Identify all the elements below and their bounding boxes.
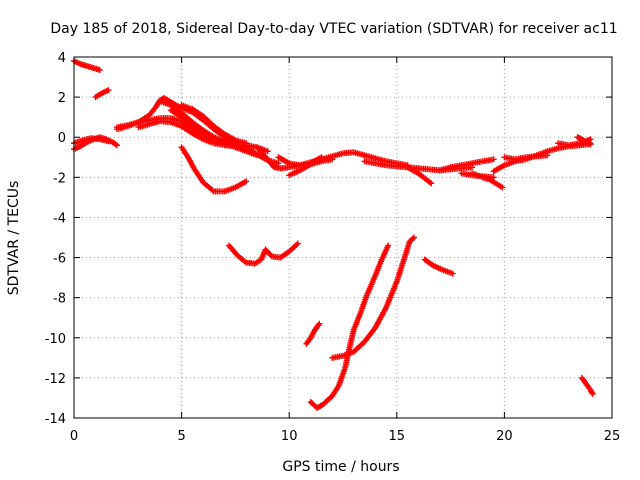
y-tick-label: -10 [45,332,66,347]
data-points [178,102,250,147]
series-arc-21 [421,256,456,277]
plot-frame [73,56,613,419]
data-points [303,320,323,347]
x-tick-label: 0 [70,429,78,444]
data-points [578,374,596,397]
y-tick-label: -12 [45,372,66,387]
y-tick-label: -14 [45,412,66,427]
series-arc-17 [307,242,392,411]
x-tick-label: 10 [281,429,298,444]
x-tick-label: 25 [604,429,621,444]
series-arc-09 [167,107,260,159]
data-points [178,144,250,195]
data-points [501,152,551,163]
data-points [92,87,112,101]
y-tick-label: 2 [58,91,66,106]
y-tick-label: 0 [58,131,66,146]
y-tick-label: 4 [58,51,66,66]
x-tick-label: 20 [496,429,513,444]
data-points [329,234,418,361]
series-arc-24 [458,170,497,181]
data-points [421,256,456,277]
y-axis-label: SDTVAR / TECUs [6,181,22,296]
data-points [574,134,594,147]
series-arc-28 [574,134,594,147]
series-arc-22 [436,156,497,174]
data-points [307,242,392,411]
x-tick-label: 15 [389,429,406,444]
y-tick-label: -4 [53,211,66,226]
series-arc-26 [501,152,551,163]
data-points [458,170,497,181]
data-points [167,107,260,159]
data-points [225,240,301,267]
data-points [404,164,435,187]
series-arc-12 [225,240,301,267]
data-points [286,156,336,179]
data-points [436,156,497,174]
series-arc-16 [303,320,323,347]
y-tick-label: -6 [53,252,66,267]
series-arc-02 [92,87,112,101]
series-arc-18 [329,234,418,361]
series-arc-10 [178,102,250,147]
y-tick-label: -8 [53,292,66,307]
y-tick-label: -2 [53,171,66,186]
x-tick-label: 5 [177,429,185,444]
series-arc-29 [578,374,596,397]
series-arc-11 [178,144,250,195]
series-arc-15 [286,156,336,179]
x-axis-label: GPS time / hours [282,459,399,475]
series-arc-20 [404,164,435,187]
chart-title: Day 185 of 2018, Sidereal Day-to-day VTE… [50,21,617,37]
